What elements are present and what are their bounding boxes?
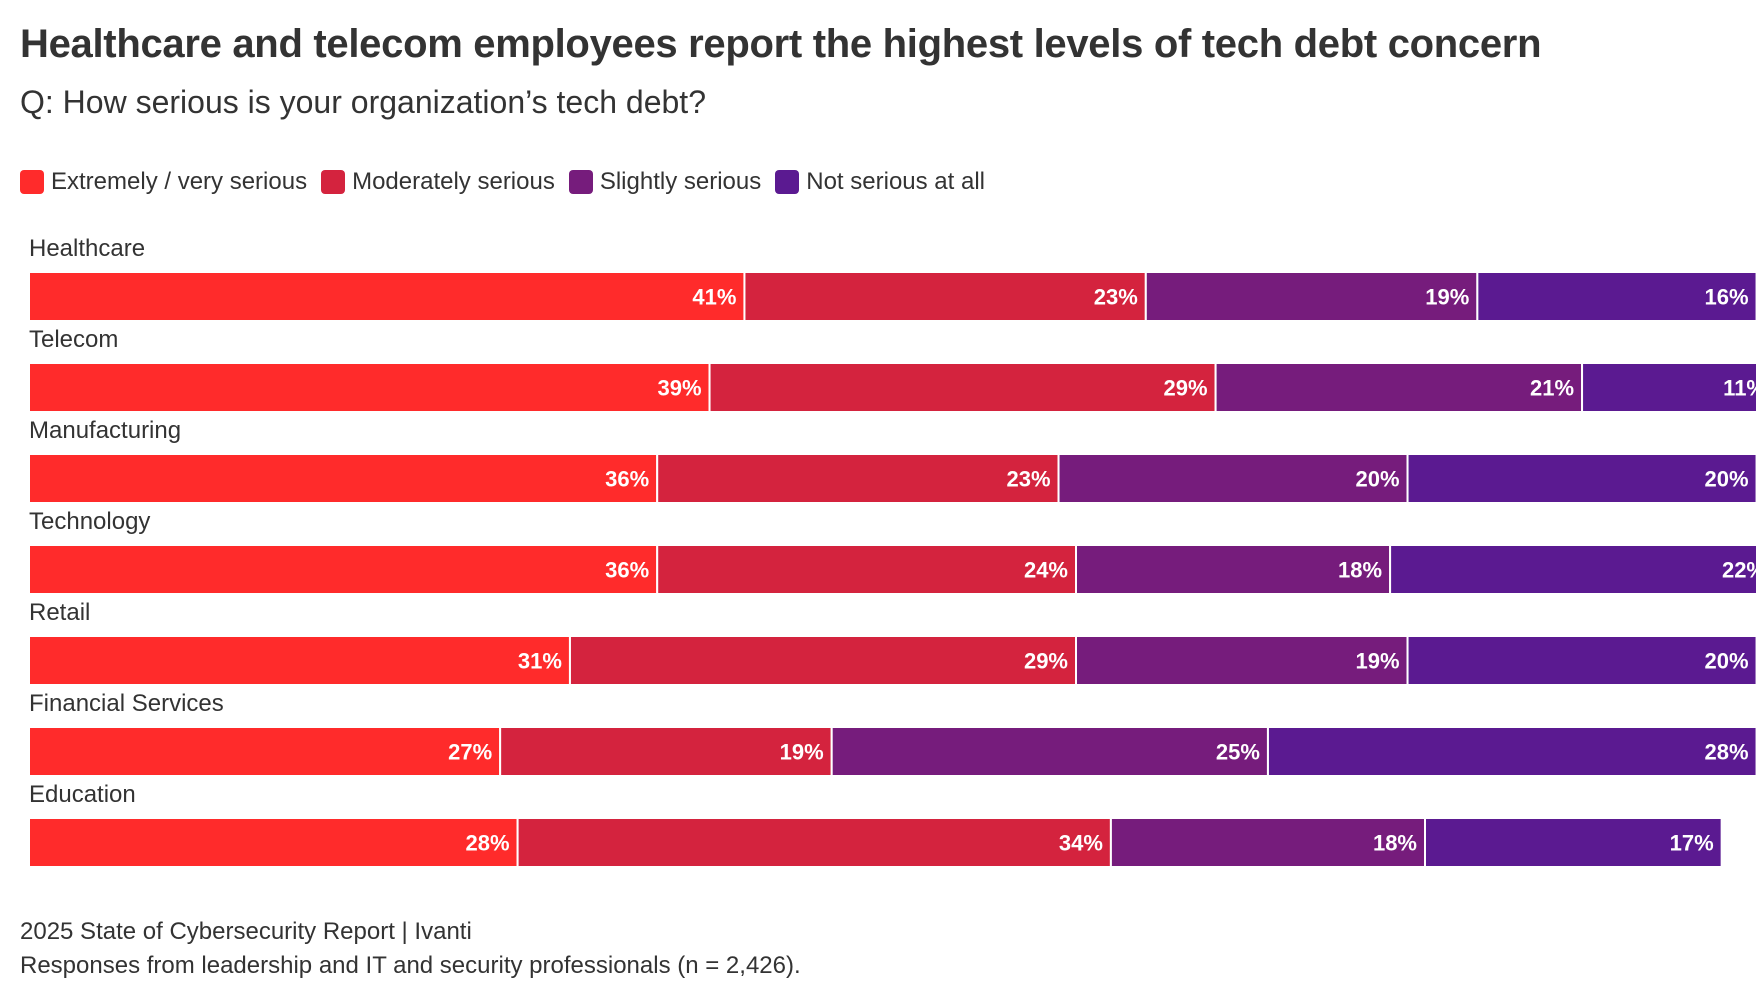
bar-segment-healthcare-extremely-very-serious[interactable] xyxy=(28,271,746,322)
bar-segment-telecom-moderately-serious[interactable] xyxy=(708,362,1217,413)
legend-item-extremely-very-serious[interactable]: Extremely / very serious xyxy=(20,168,307,196)
stacked-bar-chart: Healthcare 41% 23% 19% 16% Telecom 39% 29% 21% 11… xyxy=(28,235,1756,868)
value-label-telecom-slightly-serious: 21% xyxy=(1530,376,1574,401)
bar-segment-education-extremely-very-serious[interactable] xyxy=(28,817,519,868)
bar-segment-technology-moderately-serious[interactable] xyxy=(656,544,1077,595)
value-label-education-slightly-serious: 18% xyxy=(1373,831,1417,856)
value-label-telecom-extremely-very-serious: 39% xyxy=(658,376,702,401)
value-label-financial-services-not-serious-at-all: 28% xyxy=(1705,740,1749,765)
bar-segment-telecom-slightly-serious[interactable] xyxy=(1214,362,1584,413)
legend-swatch xyxy=(321,170,346,194)
bar-segment-technology-not-serious-at-all[interactable] xyxy=(1389,544,1756,595)
value-label-healthcare-moderately-serious: 23% xyxy=(1094,285,1138,310)
category-label-telecom: Telecom xyxy=(29,326,118,353)
value-label-technology-slightly-serious: 18% xyxy=(1338,558,1382,583)
bar-segment-financial-services-moderately-serious[interactable] xyxy=(499,726,833,777)
bar-segment-financial-services-extremely-very-serious[interactable] xyxy=(28,726,502,777)
value-label-education-moderately-serious: 34% xyxy=(1059,831,1103,856)
bar-segment-telecom-extremely-very-serious[interactable] xyxy=(28,362,711,413)
bar-segment-education-moderately-serious[interactable] xyxy=(516,817,1112,868)
legend-label: Slightly serious xyxy=(599,168,762,195)
category-label-retail: Retail xyxy=(29,599,90,626)
value-label-healthcare-not-serious-at-all: 16% xyxy=(1705,285,1749,310)
value-label-manufacturing-extremely-very-serious: 36% xyxy=(605,467,649,492)
bar-segment-healthcare-not-serious-at-all[interactable] xyxy=(1476,271,1756,322)
bar-segment-manufacturing-not-serious-at-all[interactable] xyxy=(1406,453,1756,504)
legend-label: Extremely / very serious xyxy=(51,168,308,195)
value-label-healthcare-extremely-very-serious: 41% xyxy=(692,285,736,310)
category-label-manufacturing: Manufacturing xyxy=(29,417,181,444)
value-label-telecom-not-serious-at-all: 11% xyxy=(1723,376,1756,401)
chart-subtitle: Q: How serious is your organization’s te… xyxy=(20,84,706,120)
value-label-financial-services-extremely-very-serious: 27% xyxy=(448,740,492,765)
bar-segment-education-not-serious-at-all[interactable] xyxy=(1424,817,1723,868)
value-label-telecom-moderately-serious: 29% xyxy=(1164,376,1208,401)
bar-segment-financial-services-not-serious-at-all[interactable] xyxy=(1266,726,1756,777)
legend-swatch xyxy=(775,170,800,194)
value-label-technology-not-serious-at-all: 22% xyxy=(1722,558,1756,583)
value-label-technology-extremely-very-serious: 36% xyxy=(605,558,649,583)
value-label-manufacturing-not-serious-at-all: 20% xyxy=(1705,467,1749,492)
bar-segment-technology-slightly-serious[interactable] xyxy=(1075,544,1392,595)
bar-segment-retail-not-serious-at-all[interactable] xyxy=(1406,635,1756,686)
bar-segment-healthcare-moderately-serious[interactable] xyxy=(743,271,1147,322)
value-label-retail-moderately-serious: 29% xyxy=(1024,649,1068,674)
value-label-retail-extremely-very-serious: 31% xyxy=(518,649,562,674)
value-label-retail-not-serious-at-all: 20% xyxy=(1705,649,1749,674)
bar-segment-telecom-not-serious-at-all[interactable] xyxy=(1581,362,1756,413)
value-label-manufacturing-moderately-serious: 23% xyxy=(1007,467,1051,492)
bar-segment-manufacturing-moderately-serious[interactable] xyxy=(656,453,1060,504)
value-label-technology-moderately-serious: 24% xyxy=(1024,558,1068,583)
value-label-education-not-serious-at-all: 17% xyxy=(1670,831,1714,856)
legend-label: Moderately serious xyxy=(352,168,555,195)
legend-item-not-serious-at-all[interactable]: Not serious at all xyxy=(775,168,985,196)
category-label-healthcare: Healthcare xyxy=(29,235,145,262)
bar-segment-technology-extremely-very-serious[interactable] xyxy=(28,544,659,595)
value-label-healthcare-slightly-serious: 19% xyxy=(1425,285,1469,310)
legend-swatch xyxy=(568,170,593,194)
value-label-financial-services-slightly-serious: 25% xyxy=(1216,740,1260,765)
bar-segment-retail-extremely-very-serious[interactable] xyxy=(28,635,571,686)
value-label-financial-services-moderately-serious: 19% xyxy=(780,740,824,765)
value-label-retail-slightly-serious: 19% xyxy=(1356,649,1400,674)
category-label-education: Education xyxy=(29,781,136,808)
legend-swatch xyxy=(20,170,44,194)
footer-note: Responses from leadership and IT and sec… xyxy=(20,952,801,979)
bar-segment-retail-moderately-serious[interactable] xyxy=(568,635,1077,686)
legend-item-moderately-serious[interactable]: Moderately serious xyxy=(321,168,555,196)
value-label-education-extremely-very-serious: 28% xyxy=(466,831,510,856)
bar-segment-manufacturing-extremely-very-serious[interactable] xyxy=(28,453,659,504)
category-label-financial-services: Financial Services xyxy=(29,690,224,717)
category-label-technology: Technology xyxy=(29,508,150,535)
legend: Extremely / very serious Moderately seri… xyxy=(20,164,999,200)
bar-segment-retail-slightly-serious[interactable] xyxy=(1075,635,1409,686)
value-label-manufacturing-slightly-serious: 20% xyxy=(1356,467,1400,492)
legend-label: Not serious at all xyxy=(806,168,985,195)
footer-source: 2025 State of Cybersecurity Report | Iva… xyxy=(20,918,472,945)
chart-title: Healthcare and telecom employees report … xyxy=(20,22,1542,66)
bar-segment-financial-services-slightly-serious[interactable] xyxy=(830,726,1269,777)
legend-item-slightly-serious[interactable]: Slightly serious xyxy=(568,168,762,196)
